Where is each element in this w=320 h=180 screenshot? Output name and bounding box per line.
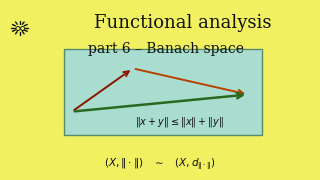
Text: $\|x + y\| \leq \|x\| + \|y\|$: $\|x + y\| \leq \|x\| + \|y\|$ xyxy=(135,115,224,129)
Text: Functional analysis: Functional analysis xyxy=(94,14,271,32)
Text: $\infty$: $\infty$ xyxy=(13,21,26,35)
Text: part 6 – Banach space: part 6 – Banach space xyxy=(88,42,244,56)
Text: $(X, \|\cdot\|)$   $\sim$   $(X, d_{\|\cdot\|})$: $(X, \|\cdot\|)$ $\sim$ $(X, d_{\|\cdot\… xyxy=(104,156,216,172)
Bar xyxy=(64,49,262,135)
